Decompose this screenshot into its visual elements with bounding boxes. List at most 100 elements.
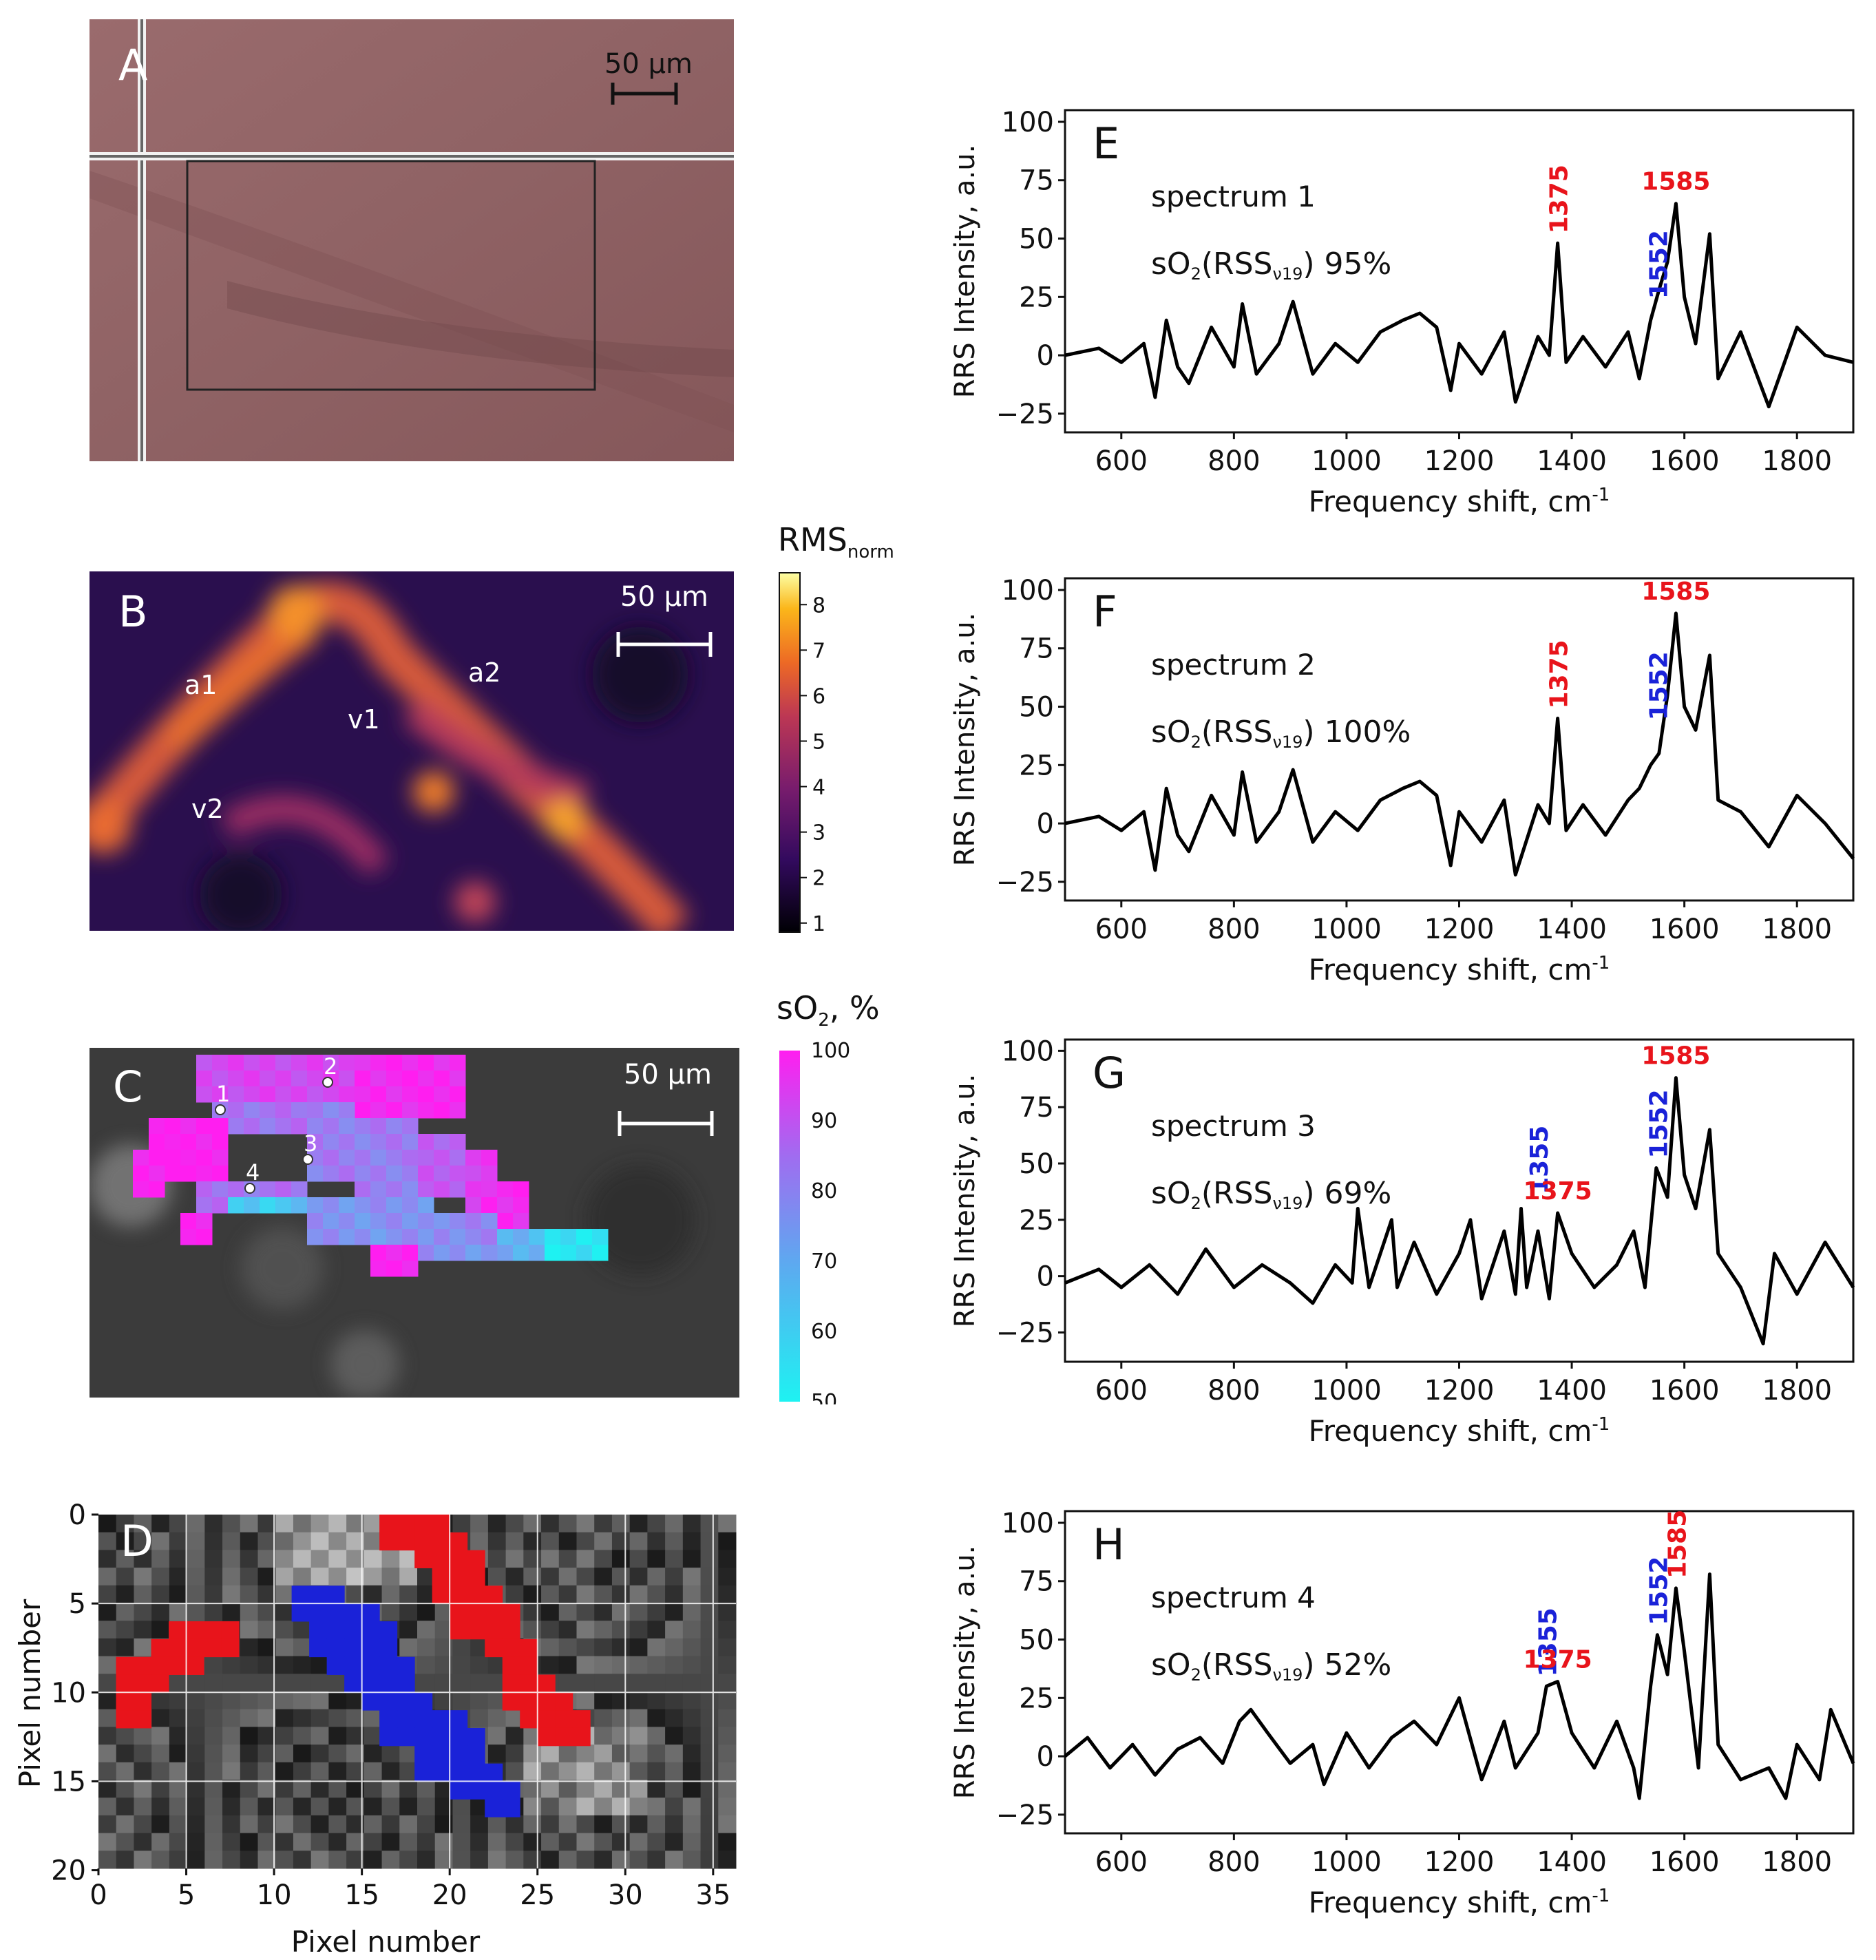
xtick-label: 600: [1095, 1846, 1148, 1878]
colorbar-c-tick: 100: [811, 1039, 850, 1063]
blue-vein-pixel: [432, 1727, 450, 1747]
red-artery-pixel: [116, 1656, 134, 1675]
point-marker-3: [302, 1154, 313, 1165]
ytick-label: 25: [1019, 750, 1054, 781]
blue-vein-pixel: [309, 1603, 328, 1622]
point-marker-1: [215, 1104, 226, 1115]
colorbar-c-tick: 50: [811, 1390, 837, 1404]
xtick-label: 1200: [1424, 914, 1495, 945]
red-artery-pixel: [151, 1674, 169, 1693]
spectrum-title: spectrum 4: [1151, 1581, 1316, 1614]
blue-vein-pixel: [309, 1621, 328, 1640]
yaxis-label: RRS Intensity, a.u.: [949, 1546, 981, 1800]
ytick-label: −25: [996, 867, 1054, 898]
colorbar-c-tick: 60: [811, 1320, 837, 1344]
red-artery-pixel: [397, 1532, 415, 1551]
xtick-label: 1400: [1537, 914, 1607, 945]
panel-c-scale-bar: [618, 1111, 714, 1136]
red-artery-pixel: [485, 1638, 503, 1658]
red-artery-pixel: [169, 1621, 187, 1640]
panel-c-letter: C: [113, 1062, 143, 1112]
red-artery-pixel: [467, 1621, 485, 1640]
red-artery-pixel: [432, 1585, 450, 1604]
xtick-label: 1000: [1311, 445, 1382, 477]
red-artery-pixel: [502, 1638, 520, 1658]
red-artery-pixel: [379, 1532, 398, 1551]
red-artery-pixel: [134, 1710, 152, 1729]
blue-vein-pixel: [450, 1727, 468, 1747]
ytick-label: 75: [1019, 633, 1054, 665]
red-artery-pixel: [555, 1727, 573, 1747]
xaxis-label: Frequency shift, cm-1: [1309, 485, 1610, 518]
panel-d-xtick: 30: [608, 1879, 643, 1911]
peak-label-1585: 1585: [1641, 1042, 1710, 1071]
red-artery-pixel: [485, 1585, 503, 1604]
red-artery-pixel: [379, 1515, 398, 1533]
panel-g-letter: G: [1093, 1048, 1126, 1098]
blue-vein-pixel: [326, 1638, 345, 1658]
xtick-label: 600: [1095, 445, 1148, 477]
xtick-label: 1600: [1650, 1375, 1720, 1406]
colorbar-b-tick: 6: [812, 684, 825, 708]
xtick-label: 800: [1208, 914, 1260, 945]
red-artery-pixel: [151, 1656, 169, 1675]
xtick-label: 1200: [1424, 445, 1495, 477]
colorbar-c-tick: 70: [811, 1250, 837, 1274]
blue-vein-pixel: [361, 1674, 380, 1693]
red-artery-pixel: [520, 1692, 538, 1711]
colorbar-b-tick: 3: [812, 821, 825, 845]
colorbar-b-title: RMSnorm: [778, 521, 894, 562]
spectrum-line: [1064, 611, 1855, 877]
ytick-label: −25: [996, 1317, 1054, 1349]
spectrum-f-chart: 600 800 1000 1200 1400 1600 1800 100 75 50 25 0 −25 F…: [949, 575, 1855, 987]
red-artery-pixel: [204, 1621, 222, 1640]
panel-d-pixel-map: D 0 5 10 15 20 25 30 35 0 5 10 15 20 Pixel number Pi…: [13, 1499, 737, 1959]
ytick-label: 75: [1019, 165, 1054, 197]
red-artery-pixel: [432, 1568, 450, 1586]
panel-d-xtick: 5: [178, 1879, 195, 1911]
blue-vein-pixel: [379, 1638, 398, 1658]
panel-d-xtick: 10: [257, 1879, 292, 1911]
xtick-label: 1600: [1650, 1846, 1720, 1878]
red-artery-pixel: [134, 1692, 152, 1711]
point-label-3: 3: [304, 1130, 317, 1157]
xtick-label: 1600: [1650, 445, 1720, 477]
red-artery-pixel: [116, 1692, 134, 1711]
point-label-2: 2: [324, 1053, 337, 1079]
blue-vein-pixel: [502, 1799, 520, 1817]
ytick-label: 100: [1002, 1035, 1054, 1067]
colorbar-b-tick: 5: [812, 730, 825, 754]
blue-vein-pixel: [397, 1656, 415, 1675]
spectrum-title: spectrum 3: [1151, 1109, 1316, 1143]
peak-label-1375: 1375: [1524, 1646, 1592, 1674]
blue-vein-pixel: [485, 1799, 503, 1817]
ytick-label: 25: [1019, 1205, 1054, 1236]
peak-label-1552: 1552: [1645, 1089, 1673, 1158]
spectrum-title: spectrum 2: [1151, 648, 1316, 682]
panel-d-letter: D: [120, 1516, 154, 1566]
so2-value-label: sO2(RSSν19) 100%: [1151, 715, 1411, 752]
blue-vein-pixel: [414, 1710, 433, 1729]
red-artery-pixel: [467, 1585, 485, 1604]
blue-vein-pixel: [344, 1638, 363, 1658]
xaxis-label: Frequency shift, cm-1: [1309, 953, 1610, 987]
blue-vein-pixel: [291, 1603, 310, 1622]
red-artery-pixel: [502, 1674, 520, 1693]
blue-vein-pixel: [467, 1745, 485, 1764]
blue-vein-pixel: [467, 1763, 485, 1782]
xaxis-label: Frequency shift, cm-1: [1309, 1414, 1610, 1448]
red-artery-pixel: [414, 1515, 433, 1533]
yaxis-label: RRS Intensity, a.u.: [949, 613, 981, 867]
red-artery-pixel: [450, 1550, 468, 1568]
ytick-label: 50: [1019, 692, 1054, 724]
red-artery-pixel: [537, 1674, 556, 1693]
panel-d-ytick: 20: [51, 1855, 86, 1887]
xtick-label: 1800: [1762, 445, 1832, 477]
spectrum-line: [1064, 202, 1854, 409]
red-artery-pixel: [134, 1656, 152, 1675]
red-artery-pixel: [520, 1710, 538, 1729]
red-artery-pixel: [169, 1656, 187, 1675]
red-artery-pixel: [502, 1621, 520, 1640]
blue-vein-pixel: [414, 1745, 433, 1764]
ytick-label: 75: [1019, 1566, 1054, 1598]
